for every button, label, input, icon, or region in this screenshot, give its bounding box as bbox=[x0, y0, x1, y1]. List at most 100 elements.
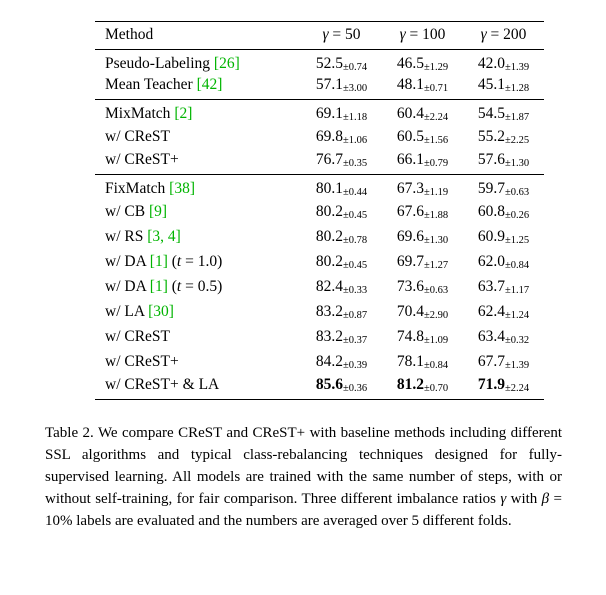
value-cell: 52.5±0.74 bbox=[301, 50, 382, 75]
value-cell: 57.6±1.30 bbox=[463, 150, 544, 175]
text-segment: w/ CReST bbox=[105, 328, 171, 345]
value-main: 67.3 bbox=[396, 180, 424, 198]
table-header: Method γ = 50 γ = 100 γ = 200 bbox=[95, 22, 544, 50]
text-segment: ( bbox=[167, 278, 177, 295]
value-cell: 60.4±2.24 bbox=[382, 100, 463, 125]
text-segment: Method bbox=[105, 26, 154, 43]
citation-link[interactable]: [2] bbox=[174, 105, 193, 123]
value-std: ±1.30 bbox=[423, 235, 449, 246]
value-std: ±2.25 bbox=[504, 135, 530, 146]
value-main: 42.0 bbox=[477, 55, 505, 73]
table-row: w/ RS [3, 4] 80.2±0.78 69.6±1.30 60.9±1.25 bbox=[95, 225, 544, 250]
value-cell: 55.2±2.25 bbox=[463, 125, 544, 150]
text-segment: = 1.0) bbox=[181, 253, 223, 270]
citation-link[interactable]: [38] bbox=[169, 180, 195, 198]
text-segment: = 0.5) bbox=[181, 278, 223, 295]
value-cell: 48.1±0.71 bbox=[382, 75, 463, 100]
text-segment: t bbox=[176, 253, 182, 270]
table-row: w/ CReST+ 76.7±0.35 66.1±0.79 57.6±1.30 bbox=[95, 150, 544, 175]
value-std: ±1.17 bbox=[504, 285, 530, 296]
method-cell: w/ RS [3, 4] bbox=[95, 225, 301, 250]
text-segment: γ bbox=[399, 26, 406, 43]
table-row: w/ CReST+ & LA 85.6±0.36 81.2±0.70 71.9±2.2… bbox=[95, 375, 544, 400]
column-header-gamma: γ = 200 bbox=[463, 22, 544, 50]
text-segment: w/ LA bbox=[105, 303, 149, 320]
value-std: ±1.09 bbox=[423, 335, 449, 346]
value-cell: 54.5±1.87 bbox=[463, 100, 544, 125]
method-cell: w/ DA [1] (t = 1.0) bbox=[95, 250, 301, 275]
table-caption: Table 2. We compare CReST and CReST+ wit… bbox=[45, 422, 562, 532]
value-cell: 83.2±0.87 bbox=[301, 300, 382, 325]
value-main: 76.7 bbox=[315, 150, 343, 168]
citation-link[interactable]: [1] bbox=[149, 253, 168, 270]
text-segment: = 50 bbox=[328, 26, 361, 43]
value-std: ±1.27 bbox=[423, 260, 449, 271]
value-std: ±0.44 bbox=[342, 187, 368, 199]
value-std: ±3.00 bbox=[342, 82, 368, 94]
value-std: ±1.06 bbox=[342, 135, 368, 146]
value-main: 60.4 bbox=[396, 105, 424, 123]
value-cell: 66.1±0.79 bbox=[382, 150, 463, 175]
value-std: ±0.32 bbox=[504, 335, 530, 346]
value-std: ±0.74 bbox=[342, 62, 368, 74]
text-segment: w/ RS bbox=[105, 228, 148, 245]
value-std: ±0.79 bbox=[423, 157, 449, 169]
value-main: 83.2 bbox=[315, 328, 343, 345]
value-main: 80.2 bbox=[315, 253, 343, 270]
value-main: 85.6 bbox=[315, 375, 343, 393]
value-std: ±0.71 bbox=[423, 82, 449, 94]
value-std: ±1.39 bbox=[504, 360, 530, 371]
value-cell: 73.6±0.63 bbox=[382, 275, 463, 300]
value-std: ±0.33 bbox=[342, 285, 368, 296]
text-segment: = 200 bbox=[486, 26, 527, 43]
text-segment: = 10% labels are evaluated and the numbe… bbox=[45, 491, 562, 529]
value-cell: 67.3±1.19 bbox=[382, 175, 463, 200]
citation-link[interactable]: [30] bbox=[148, 303, 174, 320]
value-cell: 63.7±1.17 bbox=[463, 275, 544, 300]
text-segment: Table 2. We compare CReST and CReST+ wit… bbox=[45, 425, 562, 507]
value-main: 69.1 bbox=[315, 105, 343, 123]
value-std: ±2.24 bbox=[423, 112, 449, 124]
value-main: 81.2 bbox=[396, 375, 424, 393]
table-row: Pseudo-Labeling [26] 52.5±0.74 46.5±1.29 42… bbox=[95, 50, 544, 75]
table-row: w/ CReST+ 84.2±0.39 78.1±0.84 67.7±1.39 bbox=[95, 350, 544, 375]
value-std: ±0.84 bbox=[504, 260, 530, 271]
value-main: 45.1 bbox=[477, 75, 505, 93]
value-main: 46.5 bbox=[396, 55, 424, 73]
citation-link[interactable]: [9] bbox=[148, 203, 168, 220]
column-header-gamma: γ = 100 bbox=[382, 22, 463, 50]
value-cell: 67.6±1.88 bbox=[382, 200, 463, 225]
header-row: Method γ = 50 γ = 100 γ = 200 bbox=[95, 22, 544, 50]
value-std: ±1.56 bbox=[423, 135, 449, 146]
value-std: ±1.39 bbox=[504, 62, 530, 74]
value-std: ±0.45 bbox=[342, 210, 368, 221]
text-segment: with bbox=[506, 491, 542, 507]
value-main: 67.6 bbox=[396, 203, 424, 220]
table-group: MixMatch [2] 69.1±1.18 60.4±2.24 54.5±1.87 w… bbox=[95, 99, 544, 175]
value-main: 69.7 bbox=[396, 253, 424, 270]
value-cell: 83.2±0.37 bbox=[301, 325, 382, 350]
citation-link[interactable]: [42] bbox=[196, 75, 223, 93]
value-std: ±1.29 bbox=[423, 62, 449, 74]
table-row: w/ CReST 69.8±1.06 60.5±1.56 55.2±2.25 bbox=[95, 125, 544, 150]
value-main: 57.1 bbox=[315, 75, 343, 93]
value-cell: 57.1±3.00 bbox=[301, 75, 382, 100]
value-cell: 69.1±1.18 bbox=[301, 100, 382, 125]
value-std: ±0.87 bbox=[342, 310, 368, 321]
value-main: 54.5 bbox=[477, 105, 505, 123]
table-row: FixMatch [38] 80.1±0.44 67.3±1.19 59.7±0.63 bbox=[95, 175, 544, 200]
text-segment: w/ DA bbox=[105, 278, 150, 295]
table-row: w/ LA [30] 83.2±0.87 70.4±2.90 62.4±1.24 bbox=[95, 300, 544, 325]
value-std: ±1.18 bbox=[342, 112, 368, 124]
value-cell: 60.8±0.26 bbox=[463, 200, 544, 225]
value-main: 84.2 bbox=[315, 353, 343, 370]
citation-link[interactable]: [26] bbox=[213, 55, 240, 73]
value-std: ±0.84 bbox=[423, 360, 449, 371]
value-cell: 76.7±0.35 bbox=[301, 150, 382, 175]
citation-link[interactable]: [3, 4] bbox=[147, 228, 181, 245]
text-segment: = 100 bbox=[405, 26, 446, 43]
value-main: 48.1 bbox=[396, 75, 424, 93]
citation-link[interactable]: [1] bbox=[149, 278, 168, 295]
text-segment: ( bbox=[167, 253, 177, 270]
text-segment: FixMatch bbox=[105, 180, 170, 198]
